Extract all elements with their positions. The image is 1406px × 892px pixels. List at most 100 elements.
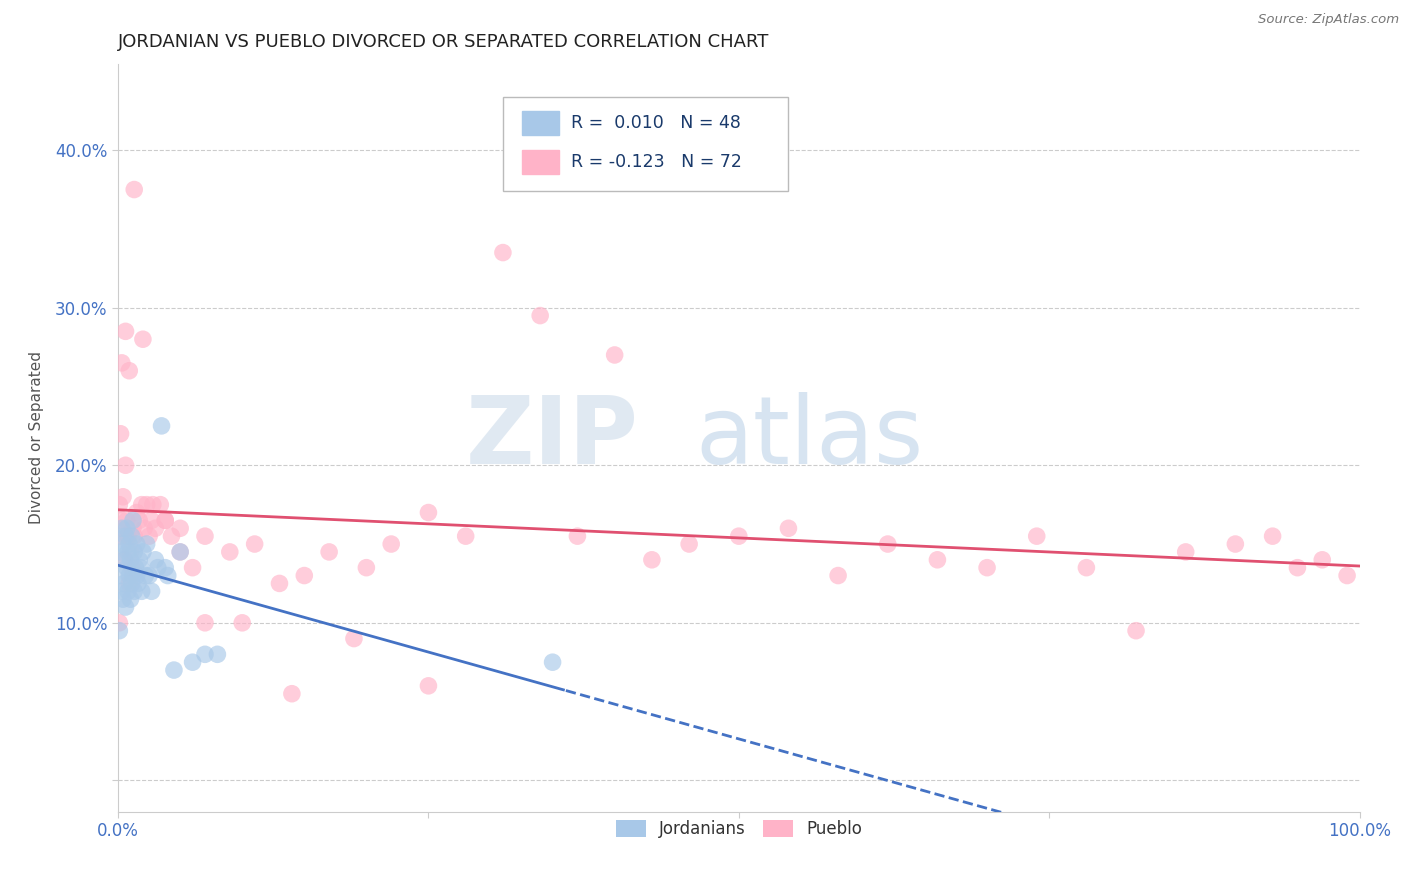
Point — [1286, 560, 1309, 574]
Point — [827, 568, 849, 582]
Point — [194, 615, 217, 630]
Text: JORDANIAN VS PUEBLO DIVORCED OR SEPARATED CORRELATION CHART: JORDANIAN VS PUEBLO DIVORCED OR SEPARATE… — [118, 33, 769, 51]
Point — [127, 576, 149, 591]
Point — [143, 553, 166, 567]
Point — [122, 568, 145, 582]
Point — [149, 498, 172, 512]
Text: R = -0.123   N = 72: R = -0.123 N = 72 — [571, 153, 742, 171]
Point — [114, 529, 136, 543]
Point — [118, 364, 141, 378]
Point — [541, 655, 564, 669]
Point — [135, 498, 157, 512]
Point — [114, 458, 136, 473]
Point — [194, 648, 217, 662]
Point — [155, 560, 177, 574]
Point — [567, 529, 589, 543]
Text: Source: ZipAtlas.com: Source: ZipAtlas.com — [1258, 13, 1399, 27]
Point — [114, 324, 136, 338]
Point — [1076, 560, 1098, 574]
Point — [112, 553, 135, 567]
Point — [108, 624, 131, 638]
Point — [112, 592, 135, 607]
Point — [134, 568, 156, 582]
Point — [122, 529, 145, 543]
Point — [112, 537, 135, 551]
FancyBboxPatch shape — [503, 97, 789, 191]
Point — [120, 592, 142, 607]
Point — [141, 584, 163, 599]
Point — [454, 529, 477, 543]
Point — [146, 560, 169, 574]
Point — [125, 506, 148, 520]
Point — [121, 576, 143, 591]
Point — [356, 560, 378, 574]
Point — [1336, 568, 1358, 582]
Point — [141, 513, 163, 527]
Point — [169, 545, 191, 559]
Point — [418, 506, 440, 520]
Point — [118, 576, 141, 591]
Point — [117, 545, 139, 559]
Point — [678, 537, 700, 551]
Point — [1261, 529, 1284, 543]
Point — [124, 560, 146, 574]
Point — [122, 545, 145, 559]
Point — [181, 560, 204, 574]
Point — [110, 529, 132, 543]
Point — [1225, 537, 1247, 551]
Point — [122, 182, 145, 196]
Point — [641, 553, 664, 567]
Point — [134, 521, 156, 535]
Point — [155, 513, 177, 527]
Point — [207, 648, 229, 662]
Point — [156, 568, 179, 582]
Point — [118, 537, 141, 551]
Point — [243, 537, 266, 551]
Point — [128, 513, 150, 527]
Point — [169, 521, 191, 535]
Point — [529, 309, 551, 323]
Point — [111, 584, 134, 599]
Point — [132, 545, 155, 559]
Y-axis label: Divorced or Separated: Divorced or Separated — [30, 351, 44, 524]
Point — [108, 615, 131, 630]
Point — [138, 529, 160, 543]
Point — [603, 348, 626, 362]
Point — [111, 521, 134, 535]
Text: R =  0.010   N = 48: R = 0.010 N = 48 — [571, 114, 741, 132]
Point — [138, 568, 160, 582]
Point — [112, 553, 135, 567]
Point — [118, 568, 141, 582]
Point — [108, 498, 131, 512]
Point — [418, 679, 440, 693]
Point — [281, 687, 304, 701]
Point — [181, 655, 204, 669]
Text: ZIP: ZIP — [465, 392, 638, 483]
Point — [132, 332, 155, 346]
Point — [1174, 545, 1197, 559]
Point — [135, 537, 157, 551]
Point — [1310, 553, 1333, 567]
Point — [115, 521, 138, 535]
Point — [108, 568, 131, 582]
Point — [1125, 624, 1147, 638]
Point — [111, 356, 134, 370]
Point — [112, 576, 135, 591]
FancyBboxPatch shape — [522, 111, 558, 135]
Text: atlas: atlas — [696, 392, 924, 483]
Point — [131, 498, 153, 512]
Point — [115, 513, 138, 527]
Point — [143, 521, 166, 535]
Point — [927, 553, 949, 567]
Point — [114, 600, 136, 615]
Point — [122, 513, 145, 527]
Point — [155, 513, 177, 527]
Point — [976, 560, 998, 574]
Point — [169, 545, 191, 559]
Point — [318, 545, 340, 559]
Point — [163, 663, 186, 677]
Point — [122, 521, 145, 535]
Point — [380, 537, 402, 551]
Point — [121, 560, 143, 574]
Point — [150, 418, 173, 433]
